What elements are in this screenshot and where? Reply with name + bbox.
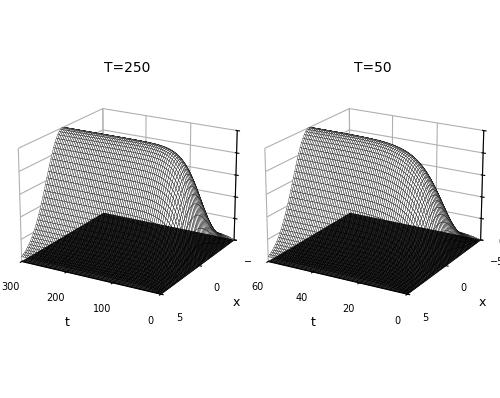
Title: T=50: T=50 <box>354 61 392 75</box>
X-axis label: t: t <box>64 316 70 329</box>
X-axis label: t: t <box>311 316 316 329</box>
Y-axis label: x: x <box>232 297 240 309</box>
Title: T=250: T=250 <box>104 61 150 75</box>
Y-axis label: x: x <box>479 297 486 309</box>
